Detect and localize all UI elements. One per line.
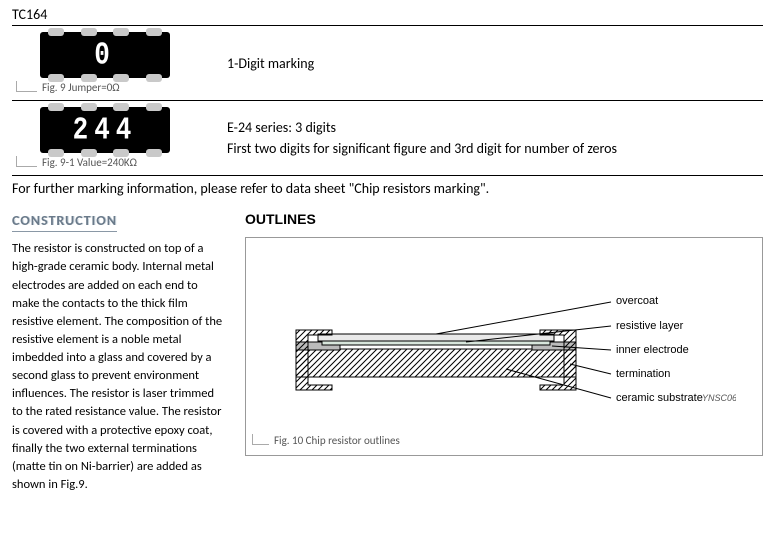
marking-row-1: 0 Fig. 9 Jumper=0Ω 1-Digit marking <box>12 26 763 100</box>
label-resistive: resistive layer <box>616 320 684 332</box>
chip-mark-1: 0 <box>94 37 116 73</box>
fig10-caption: Fig. 10 Chip resistor outlines <box>256 434 752 447</box>
label-inner: inner electrode <box>616 344 689 356</box>
outlines-heading: OUTLINES <box>245 211 763 227</box>
label-substrate: ceramic substrate <box>616 392 703 404</box>
fig9-1-caption: Fig. 9-1 Value=240KΩ <box>40 156 137 169</box>
part-number: TC164 <box>12 6 763 23</box>
outline-figure-box: overcoat resistive layer inner electrode… <box>245 237 763 456</box>
chip-cross-section: overcoat resistive layer inner electrode… <box>256 254 736 424</box>
chip-e24: 244 <box>40 107 170 153</box>
marking-row-2: 244 Fig. 9-1 Value=240KΩ E-24 series: 3 … <box>12 101 763 175</box>
chip-jumper: 0 <box>40 32 170 78</box>
rule-bot <box>12 175 763 176</box>
construction-body: The resistor is constructed on top of a … <box>12 240 227 494</box>
label-termination: termination <box>616 368 670 380</box>
label-overcoat: overcoat <box>616 295 658 307</box>
row2-desc-1: E-24 series: 3 digits <box>227 117 763 138</box>
row1-desc: 1-Digit marking <box>227 53 763 74</box>
row2-desc-2: First two digits for significant figure … <box>227 138 763 159</box>
chip-mark-2: 244 <box>73 112 138 148</box>
construction-heading: CONSTRUCTION <box>12 211 117 232</box>
fig9-caption: Fig. 9 Jumper=0Ω <box>40 81 120 94</box>
marking-note: For further marking information, please … <box>12 180 763 197</box>
outline-code: YNSC069 <box>702 393 736 403</box>
